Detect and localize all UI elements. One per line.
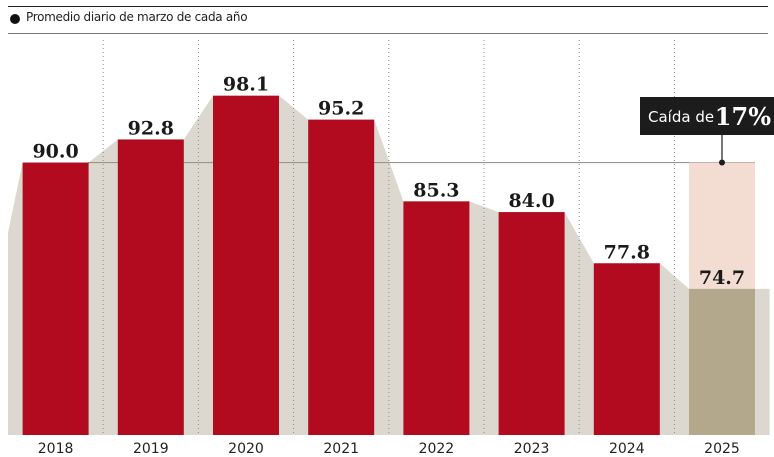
bar-2024 [593,263,660,435]
bar-2025 [689,288,755,435]
value-label-2024: 77.8 [604,241,650,263]
chart-header: Promedio diario de marzo de cada año [8,6,768,34]
x-tick-2024: 2024 [609,441,645,457]
value-label-2021: 95.2 [318,98,364,120]
bar-2018 [22,162,89,435]
annotation-box [640,97,774,135]
value-label-2023: 84.0 [508,190,554,212]
annotation-value: 17% [715,102,771,131]
value-label-2020: 98.1 [223,74,269,96]
bullet-icon [10,14,20,24]
x-tick-2025: 2025 [704,441,740,457]
chart-subtitle: Promedio diario de marzo de cada año [26,10,248,24]
annotation-dot [719,159,725,166]
x-tick-2022: 2022 [419,441,455,457]
x-tick-2019: 2019 [133,441,169,457]
bar-2020 [213,95,279,436]
annotation-label: Caída de [648,108,714,126]
value-label-2019: 92.8 [128,117,174,139]
x-tick-2020: 2020 [228,441,264,457]
value-label-2018: 90.0 [32,141,78,163]
bar-2023 [498,212,565,435]
bar-2019 [117,139,184,435]
x-tick-2023: 2023 [514,441,550,457]
x-tick-2021: 2021 [323,441,359,457]
bar-2022 [403,201,470,435]
value-label-2025: 74.7 [699,267,745,289]
x-tick-2018: 2018 [38,441,74,457]
value-label-2022: 85.3 [413,179,459,201]
bar-2021 [308,119,375,436]
